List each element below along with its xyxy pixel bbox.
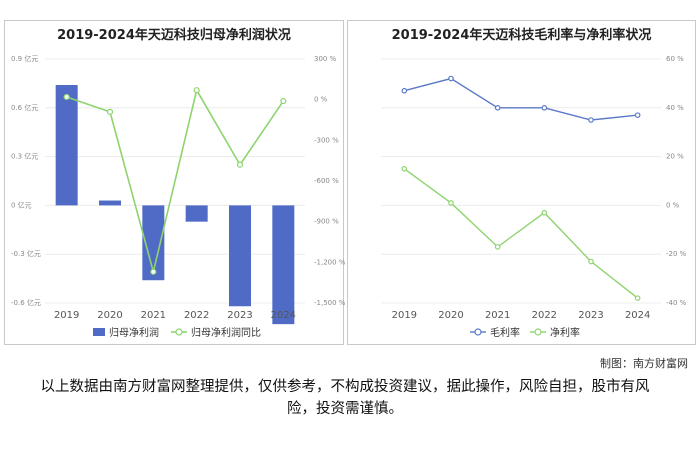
legend-line-marker (474, 328, 482, 336)
x-tick-label: 2020 (97, 310, 122, 321)
bar-2023 (229, 205, 251, 307)
yoy-point-2022 (193, 87, 200, 94)
y-right-tick-label: 300 % (314, 55, 337, 63)
series-1-point-2021 (494, 244, 501, 250)
y-right-tick-label: -20 % (666, 250, 687, 258)
left-chart-title: 2019-2024年天迈科技归母净利润状况 (57, 28, 291, 43)
y-right-tick-label: 20 % (666, 153, 684, 161)
y-right-tick-label: 0 % (666, 201, 680, 209)
series-1-point-2020 (448, 200, 454, 206)
y-left-tick-label: -0.6 亿元 (11, 298, 41, 307)
y-left-tick-label: 0 亿元 (11, 200, 32, 209)
legend-line-marker (534, 328, 542, 336)
y-left-tick-label: 0.9 亿元 (11, 54, 38, 63)
net-profit-chart-panel: 2019-2024年天迈科技归母净利润状况 0.9 亿元 0.6 亿元 0.3 亿元… (4, 20, 345, 345)
yoy-line (66, 88, 284, 273)
yoy-point-2020 (106, 108, 114, 115)
x-tick-label: 2022 (532, 310, 557, 321)
x-tick-label: 2024 (625, 310, 650, 321)
y-right-tick-label: 60 % (666, 55, 684, 63)
margin-chart-panel: 2019-2024年天迈科技毛利率与净利率状况 60 % 40 % 20 % 0 % -… (347, 20, 696, 345)
y-right-tick-label: -900 % (314, 218, 339, 226)
legend-label: 毛利率 (490, 326, 520, 339)
y-left-tick-label: 0.6 亿元 (11, 103, 38, 112)
x-tick-label: 2019 (54, 310, 79, 321)
y-left-tick-label: -0.3 亿元 (11, 249, 41, 258)
bar-2021 (142, 205, 165, 281)
y-right-tick-label: 0 % (314, 96, 328, 104)
disclaimer-text: 以上数据由南方财富网整理提供，仅供参考，不构成投资建议，据此操作，风险自担，股市… (40, 379, 650, 417)
net-profit-chart: 0.9 亿元 0.6 亿元 0.3 亿元 0 亿元 -0.3 亿元 -0.6 亿元 300 … (11, 54, 345, 339)
series-0-point-2024 (634, 112, 641, 118)
margin-chart: 60 % 40 % 20 % 0 % -20 % -40 % 2019 2020 2021 202… (381, 55, 687, 339)
legend-label: 归母净利润同比 (191, 326, 261, 339)
legend-label: 归母净利润 (109, 326, 159, 339)
y-right-tick-label: -600 % (314, 177, 339, 185)
chart-credit: 制图：南方财富网 (600, 357, 688, 370)
x-tick-label: 2021 (485, 310, 510, 321)
y-right-tick-label: 40 % (666, 104, 684, 112)
x-tick-label: 2022 (184, 310, 209, 321)
yoy-point-2021 (150, 268, 157, 275)
series-0-point-2022 (541, 105, 548, 111)
series-line-1 (403, 168, 639, 299)
series-0-point-2019 (401, 87, 408, 94)
x-tick-label: 2021 (141, 310, 166, 321)
right-chart-title: 2019-2024年天迈科技毛利率与净利率状况 (391, 28, 652, 43)
series-line-0 (404, 77, 638, 121)
x-tick-label: 2020 (438, 310, 463, 321)
series-1-point-2022 (541, 209, 548, 216)
y-right-tick-label: -300 % (314, 136, 339, 144)
legend-line-marker (175, 328, 183, 336)
series-0-point-2020 (448, 75, 454, 82)
series-0-point-2021 (494, 105, 501, 111)
x-tick-label: 2019 (392, 310, 417, 321)
bar-2022 (185, 205, 208, 222)
x-tick-label: 2023 (578, 310, 603, 321)
bar-2024 (272, 205, 295, 325)
y-right-tick-label: -40 % (666, 299, 687, 307)
series-0-point-2023 (588, 117, 594, 123)
bar-2019 (55, 85, 78, 206)
yoy-point-2024 (280, 97, 287, 105)
legend-label: 净利率 (550, 326, 580, 339)
series-1-point-2019 (401, 166, 408, 172)
x-tick-label: 2023 (227, 310, 252, 321)
series-1-point-2024 (634, 295, 641, 301)
legend-bar-swatch (93, 328, 105, 336)
yoy-point-2019 (63, 93, 70, 101)
series-1-point-2023 (588, 258, 594, 265)
bar-2020 (99, 200, 121, 206)
y-right-tick-label: -1,500 % (314, 299, 345, 307)
y-right-tick-label: -1,200 % (314, 258, 345, 266)
y-left-tick-label: 0.3 亿元 (11, 152, 38, 161)
x-tick-label: 2024 (271, 310, 296, 321)
yoy-point-2023 (236, 161, 244, 168)
